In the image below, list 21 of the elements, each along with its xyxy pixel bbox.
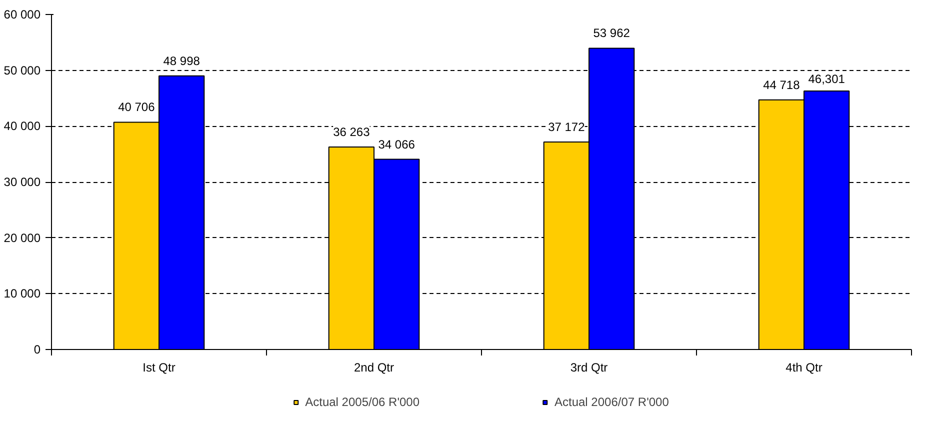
data-label: 34 066 xyxy=(378,137,416,152)
y-tick-label: 40 000 xyxy=(4,119,41,134)
legend-label: Actual 2006/07 R'000 xyxy=(554,395,669,409)
data-label: 53 962 xyxy=(593,26,630,40)
y-tick-label: 60 000 xyxy=(4,8,41,22)
data-label: 40 706 xyxy=(118,100,156,114)
data-label: 48 998 xyxy=(163,54,200,68)
data-label: 44 718 xyxy=(763,78,800,92)
data-label: 36 263 xyxy=(333,125,370,140)
data-label: 46,301 xyxy=(808,72,846,86)
x-tick-label: 4th Qtr xyxy=(786,360,822,374)
y-tick-label: 30 000 xyxy=(4,175,41,189)
y-tick-label: 0 xyxy=(34,342,41,356)
data-label: 37 172 xyxy=(548,120,586,134)
x-tick-label: 2nd Qtr xyxy=(354,360,394,374)
legend-label: Actual 2005/06 R'000 xyxy=(305,395,420,409)
y-tick-label: 10 000 xyxy=(4,286,41,301)
y-tick-label: 50 000 xyxy=(4,63,41,78)
x-tick-label: 3rd Qtr xyxy=(570,360,608,374)
y-tick-label: 20 000 xyxy=(4,230,41,245)
x-tick-label: Ist Qtr xyxy=(142,360,176,374)
